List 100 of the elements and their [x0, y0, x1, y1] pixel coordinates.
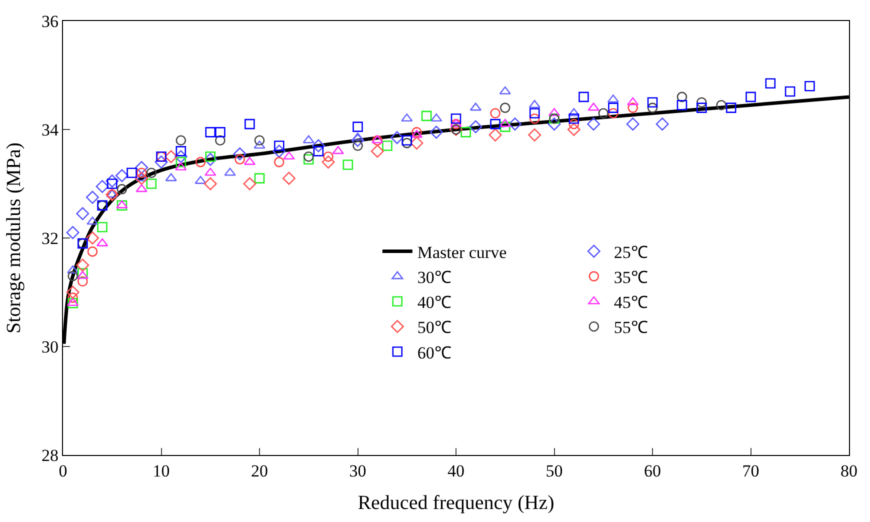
point: [164, 150, 178, 164]
point: [332, 146, 344, 154]
x-tick-label: 50: [546, 462, 563, 480]
x-tick-label: 0: [58, 462, 68, 480]
legend-label: 50℃: [417, 318, 452, 338]
x-tick-label: 40: [448, 462, 464, 480]
point: [106, 189, 118, 198]
point: [469, 120, 482, 134]
point: [303, 154, 314, 164]
point: [430, 126, 443, 139]
point: [401, 114, 413, 122]
point: [204, 177, 217, 190]
point: [647, 102, 658, 113]
point: [352, 122, 363, 132]
point: [568, 114, 580, 124]
point: [254, 173, 265, 184]
point: [598, 108, 609, 118]
point: [421, 110, 432, 122]
point: [342, 160, 354, 170]
point: [568, 118, 580, 130]
point: [76, 270, 88, 279]
point: [274, 156, 284, 168]
point: [282, 172, 296, 185]
point: [106, 174, 119, 188]
point: [676, 100, 688, 110]
point: [115, 169, 128, 182]
point: [76, 207, 90, 220]
point: [529, 108, 540, 118]
point: [195, 156, 206, 168]
point: [460, 127, 471, 138]
point: [716, 100, 726, 110]
point: [135, 160, 148, 174]
point: [254, 140, 266, 149]
point: [608, 108, 618, 118]
point: [204, 152, 217, 166]
point: [351, 134, 364, 147]
point: [86, 216, 98, 225]
point: [97, 222, 108, 232]
point: [146, 178, 157, 189]
point: [323, 151, 334, 162]
point: [243, 177, 256, 190]
point: [136, 184, 148, 192]
point: [68, 298, 78, 308]
point: [176, 135, 186, 146]
point: [488, 128, 502, 142]
point: [430, 114, 442, 122]
point: [390, 131, 404, 144]
point: [165, 173, 177, 182]
point: [283, 151, 295, 160]
point: [804, 80, 815, 92]
point: [587, 118, 600, 131]
point: [87, 246, 98, 257]
legend-label: 30℃: [417, 268, 452, 287]
point: [322, 156, 335, 169]
point: [382, 140, 392, 151]
point: [194, 176, 206, 184]
point: [76, 258, 90, 272]
point: [470, 102, 482, 111]
point: [548, 118, 561, 131]
point: [746, 92, 756, 102]
point: [370, 144, 384, 158]
point: [499, 86, 511, 94]
point: [608, 102, 618, 113]
point: [508, 118, 522, 131]
point: [215, 127, 226, 138]
point: [568, 108, 580, 116]
x-tick-label: 60: [644, 462, 661, 480]
y-tick-label: 32: [42, 228, 58, 248]
point: [410, 136, 424, 150]
y-tick-label: 36: [42, 12, 58, 31]
point: [656, 118, 669, 131]
point: [175, 162, 187, 170]
point: [567, 123, 580, 136]
y-tick-label: 28: [42, 446, 58, 465]
point: [676, 92, 688, 102]
point: [204, 168, 216, 176]
point: [135, 172, 148, 185]
point: [352, 140, 363, 151]
legend-label: 35℃: [614, 268, 648, 287]
point: [765, 78, 776, 89]
point: [303, 151, 314, 162]
point: [402, 135, 412, 146]
y-tick-label: 30: [42, 337, 58, 356]
legend-label: 25℃: [614, 242, 648, 262]
point: [626, 118, 640, 131]
y-tick-label: 34: [42, 120, 59, 140]
point: [490, 108, 500, 118]
point: [154, 156, 168, 169]
x-axis-title: Reduced frequency (Hz): [358, 492, 554, 514]
point: [254, 135, 265, 146]
x-tick-label: 80: [840, 462, 858, 480]
point: [146, 168, 157, 178]
point: [136, 173, 148, 182]
point: [86, 232, 99, 244]
point: [176, 156, 186, 168]
point: [205, 127, 216, 138]
point: [528, 128, 542, 142]
point: [66, 286, 80, 299]
point: [450, 118, 462, 130]
x-tick-label: 10: [152, 462, 170, 480]
